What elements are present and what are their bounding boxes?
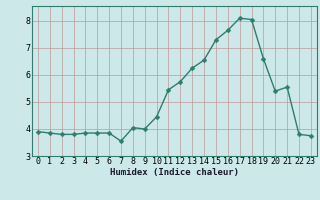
- X-axis label: Humidex (Indice chaleur): Humidex (Indice chaleur): [110, 168, 239, 177]
